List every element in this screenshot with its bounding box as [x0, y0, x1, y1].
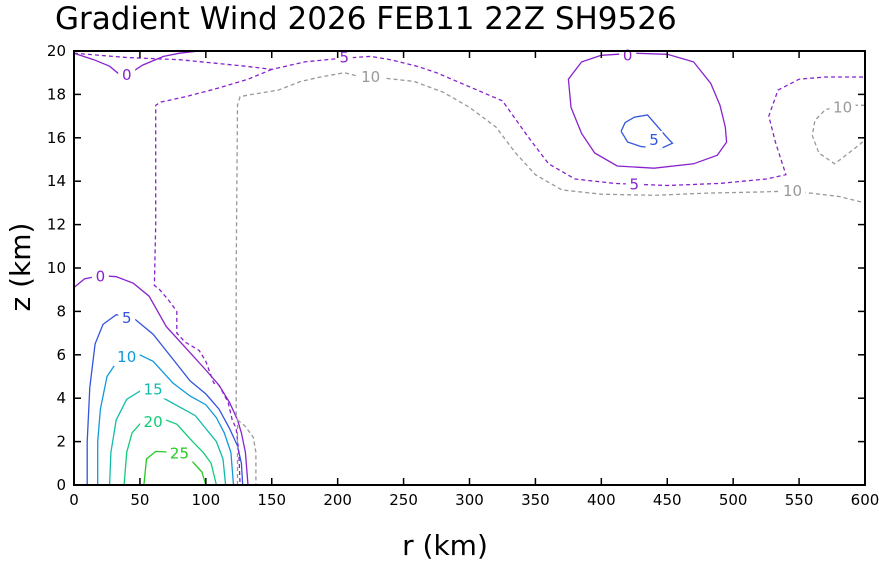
contour-label-bg-14	[779, 181, 806, 200]
contour-label-6: 0	[96, 268, 106, 286]
plot-area: 25 20 15 10 5 5 0 0 0 5 5 10 10 10	[73, 46, 866, 486]
x-tick-label-5: 250	[389, 491, 418, 509]
contour-label-bg-6	[91, 267, 109, 286]
y-tick-label-10: 20	[47, 42, 66, 60]
contour-label-bg-9	[335, 48, 353, 67]
x-tick-label-4: 200	[323, 491, 352, 509]
x-tick-label-0: 0	[69, 491, 79, 509]
contour-line-9	[73, 52, 865, 187]
contour-line-1	[123, 417, 218, 486]
contour-label-8: 0	[623, 46, 633, 64]
contour-line-2	[108, 388, 227, 486]
contour-label-bg-4	[118, 308, 136, 327]
contour-label-7: 0	[122, 66, 132, 84]
y-tick-label-3: 6	[56, 346, 66, 364]
contour-label-bg-3	[113, 347, 140, 366]
x-tick-label-6: 300	[455, 491, 484, 509]
contour-line-8	[567, 52, 728, 169]
contour-label-bg-5	[645, 130, 663, 149]
contour-line-4	[86, 314, 244, 486]
contour-label-14: 10	[783, 182, 802, 200]
x-tick-label-10: 500	[719, 491, 748, 509]
contour-label-bg-7	[118, 65, 136, 84]
x-tick-label-11: 550	[785, 491, 814, 509]
x-tick-label-1: 50	[130, 491, 149, 509]
x-tick-label-9: 450	[653, 491, 682, 509]
contour-line-10	[153, 68, 273, 486]
x-tick-label-7: 350	[521, 491, 550, 509]
plot-frame	[73, 50, 866, 486]
contour-label-bg-0	[166, 444, 193, 463]
contour-label-4: 5	[122, 309, 132, 327]
contour-label-3: 10	[117, 348, 136, 366]
y-tick-label-4: 8	[56, 302, 66, 320]
contour-label-0: 25	[170, 445, 189, 463]
contour-label-1: 20	[144, 413, 163, 431]
contour-label-13: 10	[833, 98, 852, 116]
contour-label-bg-13	[829, 98, 856, 117]
y-tick-label-5: 10	[47, 259, 66, 277]
x-axis-label: r (km)	[402, 529, 488, 561]
y-tick-label-2: 4	[56, 389, 66, 407]
contour-label-5: 5	[649, 131, 659, 149]
x-tick-label-8: 400	[587, 491, 616, 509]
contour-line-12	[237, 419, 257, 485]
contour-line-11	[235, 72, 866, 485]
contour-label-9: 5	[339, 49, 349, 67]
axis-ticks: 0 50 100 150 200 250 300 350 400 450 500 550 6000246…	[47, 42, 879, 509]
y-tick-label-9: 18	[47, 85, 66, 103]
contour-label-bg-2	[140, 380, 167, 399]
y-tick-label-6: 12	[47, 216, 66, 234]
contour-line-5	[620, 114, 674, 150]
contour-line-3	[97, 353, 235, 486]
contour-label-bg-10	[625, 175, 643, 194]
y-tick-label-7: 14	[47, 172, 66, 190]
contour-line-7	[73, 50, 200, 76]
y-tick-label-1: 2	[56, 433, 66, 451]
x-tick-label-3: 150	[257, 491, 286, 509]
chart-title: Gradient Wind 2026 FEB11 22Z SH9526	[55, 1, 677, 37]
contour-label-2: 15	[144, 381, 163, 399]
y-axis-label: z (km)	[4, 223, 37, 312]
x-tick-label-12: 600	[851, 491, 879, 509]
contour-label-bg-11	[357, 68, 384, 87]
y-tick-label-0: 0	[56, 476, 66, 494]
contour-label-bg-1	[140, 413, 167, 432]
x-tick-label-2: 100	[192, 491, 221, 509]
contour-label-10: 5	[630, 175, 640, 193]
contour-line-13	[811, 104, 866, 165]
contour-label-11: 10	[361, 68, 380, 86]
y-tick-label-8: 16	[47, 129, 66, 147]
